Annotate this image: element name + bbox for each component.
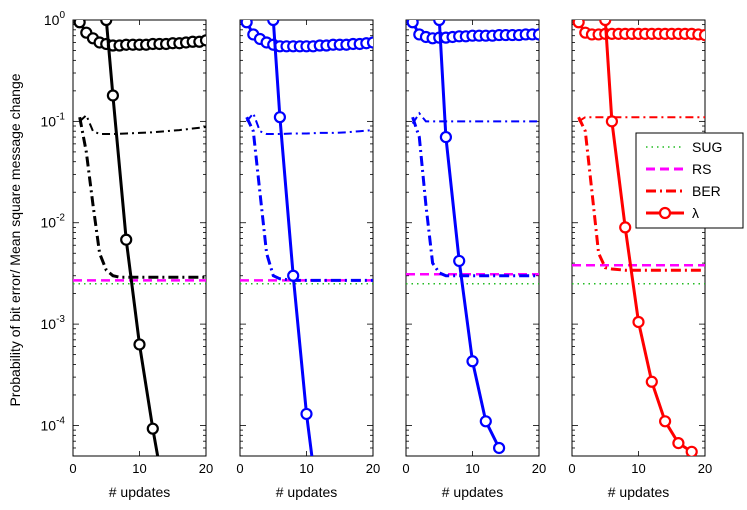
data-point [645, 375, 658, 388]
legend-label: λ [692, 205, 699, 221]
legend-marker [658, 206, 672, 220]
data-point [479, 415, 492, 428]
panel-frame [239, 19, 374, 457]
y-tick-label: 10-4 [41, 415, 66, 433]
data-point [632, 315, 645, 329]
y-tick-label: 100 [44, 10, 66, 28]
data-point [106, 89, 120, 102]
data-point [267, 20, 280, 27]
data-point [433, 20, 446, 27]
x-tick-label: 0 [69, 461, 76, 476]
x-tick-label: 0 [236, 461, 243, 476]
series-λ-decay [104, 20, 160, 456]
legend: SUG RS BER λ [635, 132, 744, 229]
data-point [73, 20, 86, 29]
data-point [240, 20, 253, 29]
data-point [120, 233, 133, 246]
data-point [100, 20, 113, 27]
series-ber [411, 116, 539, 278]
data-point [672, 437, 685, 450]
series-ber [577, 116, 705, 272]
panel-frame [72, 19, 207, 457]
panel-2: 0 10 20 # updates [236, 19, 380, 500]
panel-3: 0 10 20 # updates [402, 19, 546, 500]
x-axis-label: # updates [109, 484, 171, 500]
legend-label: RS [692, 161, 711, 177]
x-tick-label: 10 [465, 461, 479, 476]
data-point [406, 20, 419, 29]
x-tick-label: 20 [698, 461, 712, 476]
data-point [466, 355, 479, 368]
data-point [453, 254, 466, 268]
data-point [532, 28, 539, 41]
data-point [273, 111, 286, 124]
data-point [599, 20, 612, 27]
data-point [366, 36, 373, 49]
data-point [146, 422, 159, 435]
data-point [619, 221, 632, 234]
series-group [240, 20, 373, 456]
data-point [287, 269, 300, 282]
y-tick-label: 10-3 [41, 314, 66, 332]
series-group [73, 20, 206, 456]
legend-label: SUG [692, 139, 722, 155]
x-axis-label: # updates [276, 484, 338, 500]
series-mean-square [79, 113, 206, 135]
series-mean-square [578, 116, 705, 123]
data-point [199, 34, 206, 47]
data-point [300, 407, 313, 421]
y-tick-label: 10-2 [41, 213, 66, 231]
data-point [133, 338, 146, 351]
series-mean-square [411, 111, 539, 125]
data-point [605, 115, 619, 128]
x-tick-label: 10 [631, 461, 645, 476]
legend-label: BER [692, 183, 721, 199]
x-axis-label: # updates [442, 484, 504, 500]
data-point [493, 441, 506, 455]
data-point [685, 445, 698, 456]
y-tick-label: 10-1 [41, 111, 66, 129]
x-tick-label: 20 [366, 461, 380, 476]
x-tick-label: 10 [299, 461, 313, 476]
x-tick-label: 20 [532, 461, 546, 476]
x-tick-label: 0 [568, 461, 575, 476]
data-point [572, 20, 585, 29]
x-tick-label: 20 [199, 461, 213, 476]
x-tick-label: 0 [402, 461, 409, 476]
y-axis-label: Probability of bit error/ Mean square me… [7, 73, 23, 406]
panel-4: 0 10 20 # updates [568, 19, 712, 500]
series-ber [78, 116, 206, 279]
panel-frame [405, 19, 540, 457]
panel-1: 0 10 20 # updates 100 10-1 10-2 10-3 10-4 [41, 10, 214, 500]
x-tick-label: 10 [132, 461, 146, 476]
series-group [572, 20, 705, 456]
x-axis-label: # updates [608, 484, 670, 500]
data-point [439, 130, 452, 144]
series-group [406, 20, 539, 455]
data-point [658, 415, 672, 428]
panel-frame [571, 19, 706, 457]
data-point [698, 28, 705, 42]
